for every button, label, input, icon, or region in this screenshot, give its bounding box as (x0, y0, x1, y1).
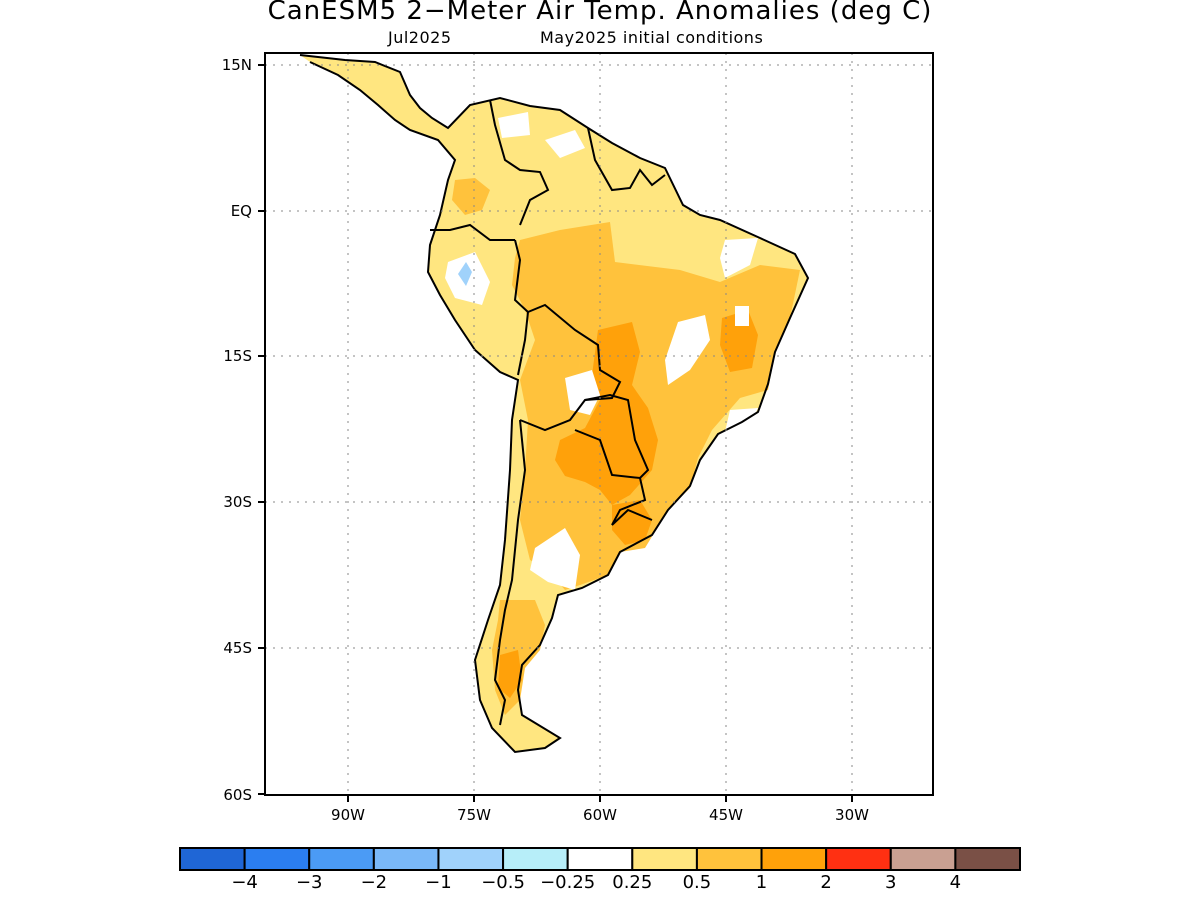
colorbar-swatch (889, 847, 957, 871)
ticks (258, 64, 853, 802)
colorbar-swatch (502, 847, 569, 871)
border-argentina-brazil (611, 477, 653, 526)
neutral-patch-argentina (530, 528, 580, 590)
colorbar-label: 0.5 (682, 872, 712, 893)
colorbar-label: −1 (425, 872, 452, 893)
lat-label: 15S (223, 347, 252, 365)
colorbar-swatch (695, 847, 763, 871)
border-colombia-venezuela (489, 99, 550, 226)
valid-month: Jul2025 (388, 28, 452, 47)
lon-label: 30W (835, 806, 869, 824)
colorbar-swatch (954, 847, 1022, 871)
lon-label: 75W (457, 806, 491, 824)
colorbar-swatch (566, 847, 634, 871)
colorbar-swatch (372, 847, 440, 871)
border-guianas (587, 127, 666, 192)
border-paraguay (574, 393, 650, 480)
lat-label: 30S (223, 493, 252, 511)
initial-conditions: May2025 initial conditions (540, 28, 764, 47)
colorbar-label: −0.25 (540, 872, 596, 893)
anomaly-05-1-region (512, 222, 800, 590)
colorbar-label: 2 (820, 872, 832, 893)
colorbar-label: 3 (885, 872, 897, 893)
lon-label: 60W (583, 806, 617, 824)
anomaly-1-2-central (555, 322, 658, 505)
lat-label: EQ (231, 202, 252, 220)
lat-label: 60S (223, 786, 252, 804)
anomaly-1-2-south (612, 500, 652, 545)
neutral-patch-colombia (498, 112, 530, 138)
colorbar-swatch (243, 847, 311, 871)
border-peru-brazil (513, 239, 530, 376)
neutral-patch-brazil (665, 315, 710, 385)
anomaly-fill (299, 54, 810, 754)
neutral-patch-nebrazil (720, 238, 758, 278)
lat-label: 45S (223, 639, 252, 657)
border-bolivia (519, 303, 622, 432)
colorbar-label: 0.25 (612, 872, 653, 893)
colorbar-label: −3 (295, 872, 323, 893)
colorbar-label: −2 (360, 872, 388, 893)
colorbar-label: 4 (949, 872, 962, 893)
border-ecuador-peru (430, 223, 515, 241)
cool-patch-peru (458, 262, 472, 286)
colorbar-swatch (631, 847, 698, 871)
coastline (299, 54, 810, 754)
lon-label: 45W (709, 806, 743, 824)
lat-label: 15N (222, 56, 252, 74)
colorbar (179, 847, 1022, 871)
neutral-patch-square (735, 306, 749, 326)
colorbar-swatch (760, 847, 828, 871)
anomaly-05-1-north (452, 178, 490, 215)
colorbar-swatch (437, 847, 505, 871)
colorbar-swatch (825, 847, 892, 871)
borders (299, 54, 810, 754)
colorbar-label: −0.5 (481, 872, 525, 893)
colorbar-label: −4 (231, 872, 258, 893)
neutral-patch-venezuela (545, 130, 585, 158)
map-title: CanESM5 2−Meter Air Temp. Anomalies (deg… (267, 0, 933, 26)
colorbar-swatch (308, 847, 375, 871)
colorbar-label: 1 (755, 872, 768, 893)
colorbar-swatch (179, 847, 246, 871)
neutral-patch-bolivia (565, 370, 600, 415)
border-chile-argentina (493, 419, 527, 726)
lon-label: 90W (331, 806, 365, 824)
anomaly-1-2-chile (498, 650, 522, 698)
